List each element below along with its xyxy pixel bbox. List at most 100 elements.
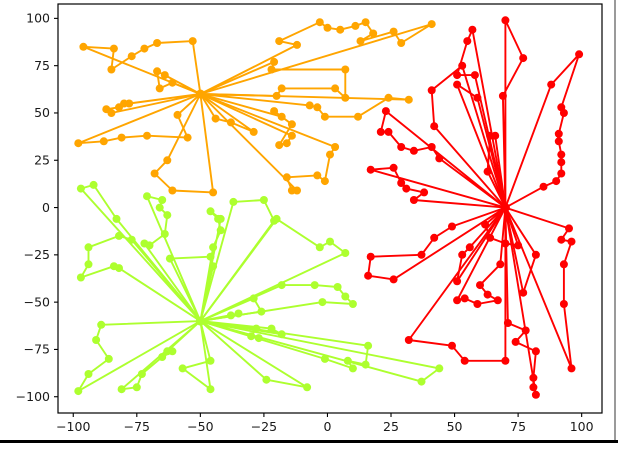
- red-cluster-data-point: [476, 281, 484, 290]
- red-cluster-data-point: [473, 93, 482, 102]
- orange-cluster-data-point: [341, 65, 350, 74]
- red-cluster-data-point: [554, 137, 563, 146]
- red-cluster-data-point: [366, 165, 375, 174]
- green-cluster-data-point: [84, 370, 93, 378]
- red-cluster-data-point: [559, 109, 568, 117]
- x-tick-label: −50: [187, 419, 213, 434]
- green-cluster-route-line: [199, 217, 347, 323]
- green-cluster-data-point: [267, 324, 276, 333]
- red-cluster-data-point: [417, 250, 426, 259]
- green-cluster-route-line: [199, 320, 441, 383]
- orange-cluster-data-point: [79, 42, 88, 51]
- orange-cluster-data-point: [323, 23, 332, 32]
- green-cluster-data-point: [163, 211, 172, 220]
- green-cluster-data-point: [277, 281, 286, 290]
- green-cluster-data-point: [97, 320, 106, 329]
- green-cluster-data-point: [145, 241, 154, 250]
- red-cluster-data-point: [402, 184, 411, 193]
- orange-cluster-data-point: [315, 18, 324, 27]
- red-cluster-data-point: [453, 71, 462, 80]
- orange-cluster-data-point: [140, 44, 149, 53]
- orange-cluster-data-point: [389, 27, 398, 36]
- green-cluster-data-point: [115, 231, 123, 240]
- red-cluster-data-point: [397, 179, 406, 187]
- orange-cluster-data-point: [270, 107, 279, 116]
- green-cluster-data-point: [89, 180, 98, 189]
- green-cluster-data-point: [216, 226, 225, 235]
- red-cluster-data-point: [493, 296, 502, 305]
- green-cluster-data-point: [137, 370, 146, 378]
- orange-cluster-data-point: [153, 67, 162, 76]
- red-cluster-data-point: [384, 127, 393, 136]
- green-cluster-data-point: [257, 307, 266, 316]
- green-cluster-data-point: [206, 385, 215, 394]
- red-cluster-data-point: [465, 243, 474, 252]
- orange-cluster-data-point: [277, 84, 286, 93]
- green-cluster-data-point: [272, 214, 281, 223]
- x-tick-label: −100: [56, 419, 90, 434]
- red-cluster-data-point: [453, 80, 462, 89]
- green-cluster-data-point: [310, 281, 319, 290]
- red-cluster-data-point: [531, 347, 540, 356]
- orange-cluster-data-point: [369, 29, 378, 38]
- axes-frame: [57, 3, 603, 414]
- red-cluster-data-point: [364, 271, 373, 280]
- red-cluster-data-point: [470, 71, 479, 80]
- green-cluster-data-point: [259, 196, 268, 204]
- red-cluster-data-point: [463, 37, 472, 46]
- green-cluster-data-point: [160, 230, 169, 238]
- window-right-edge-line: [614, 0, 616, 440]
- orange-cluster-data-point: [115, 103, 123, 112]
- x-tick-label: −25: [251, 419, 277, 434]
- orange-cluster-data-point: [287, 120, 296, 129]
- red-cluster-data-point: [519, 54, 528, 63]
- red-cluster-data-point: [404, 336, 413, 344]
- green-cluster-data-point: [364, 341, 373, 350]
- green-cluster-data-point: [132, 383, 141, 392]
- red-cluster-data-point: [554, 129, 563, 138]
- orange-cluster-data-point: [313, 171, 322, 180]
- red-cluster-data-point: [458, 250, 467, 259]
- y-tick-label: 75: [34, 58, 50, 73]
- orange-cluster-data-point: [320, 112, 329, 121]
- green-cluster-data-point: [348, 300, 357, 308]
- green-cluster-data-point: [209, 243, 218, 252]
- green-cluster-data-point: [206, 356, 215, 365]
- red-cluster-data-point: [575, 50, 584, 59]
- red-cluster-data-point: [430, 122, 439, 131]
- green-cluster-data-point: [326, 237, 334, 246]
- green-cluster-data-point: [92, 336, 101, 344]
- red-cluster-data-point: [453, 296, 462, 305]
- orange-cluster-data-point: [282, 139, 291, 148]
- orange-cluster-data-point: [320, 177, 329, 186]
- green-cluster-data-point: [343, 356, 352, 365]
- orange-cluster-data-point: [427, 20, 436, 29]
- orange-cluster-data-point: [397, 39, 406, 47]
- orange-cluster-data-point: [150, 169, 159, 178]
- orange-cluster-data-point: [404, 95, 413, 104]
- red-cluster-hub-point: [500, 203, 510, 213]
- y-tick-label: −75: [24, 342, 50, 357]
- orange-cluster-data-point: [282, 173, 291, 182]
- orange-cluster-data-point: [293, 40, 301, 49]
- red-cluster-data-point: [473, 300, 482, 308]
- red-cluster-data-point: [557, 150, 566, 159]
- y-tick-label: −25: [24, 247, 50, 262]
- red-cluster-data-point: [468, 25, 477, 34]
- red-cluster-data-point: [501, 239, 510, 248]
- orange-cluster-data-point: [226, 118, 235, 127]
- green-cluster-data-point: [168, 347, 177, 356]
- green-cluster-data-point: [249, 294, 258, 303]
- orange-cluster-data-point: [336, 25, 345, 34]
- x-tick-label: 0: [323, 419, 331, 434]
- orange-cluster-data-point: [293, 186, 301, 195]
- red-cluster-data-point: [519, 288, 528, 297]
- y-tick-label: 50: [34, 105, 50, 120]
- red-cluster-route-line: [504, 206, 537, 396]
- orange-cluster-data-point: [99, 137, 108, 146]
- red-cluster-data-point: [514, 241, 523, 250]
- orange-cluster-data-point: [287, 131, 296, 140]
- orange-cluster-data-point: [277, 112, 286, 121]
- green-cluster-data-point: [247, 332, 256, 341]
